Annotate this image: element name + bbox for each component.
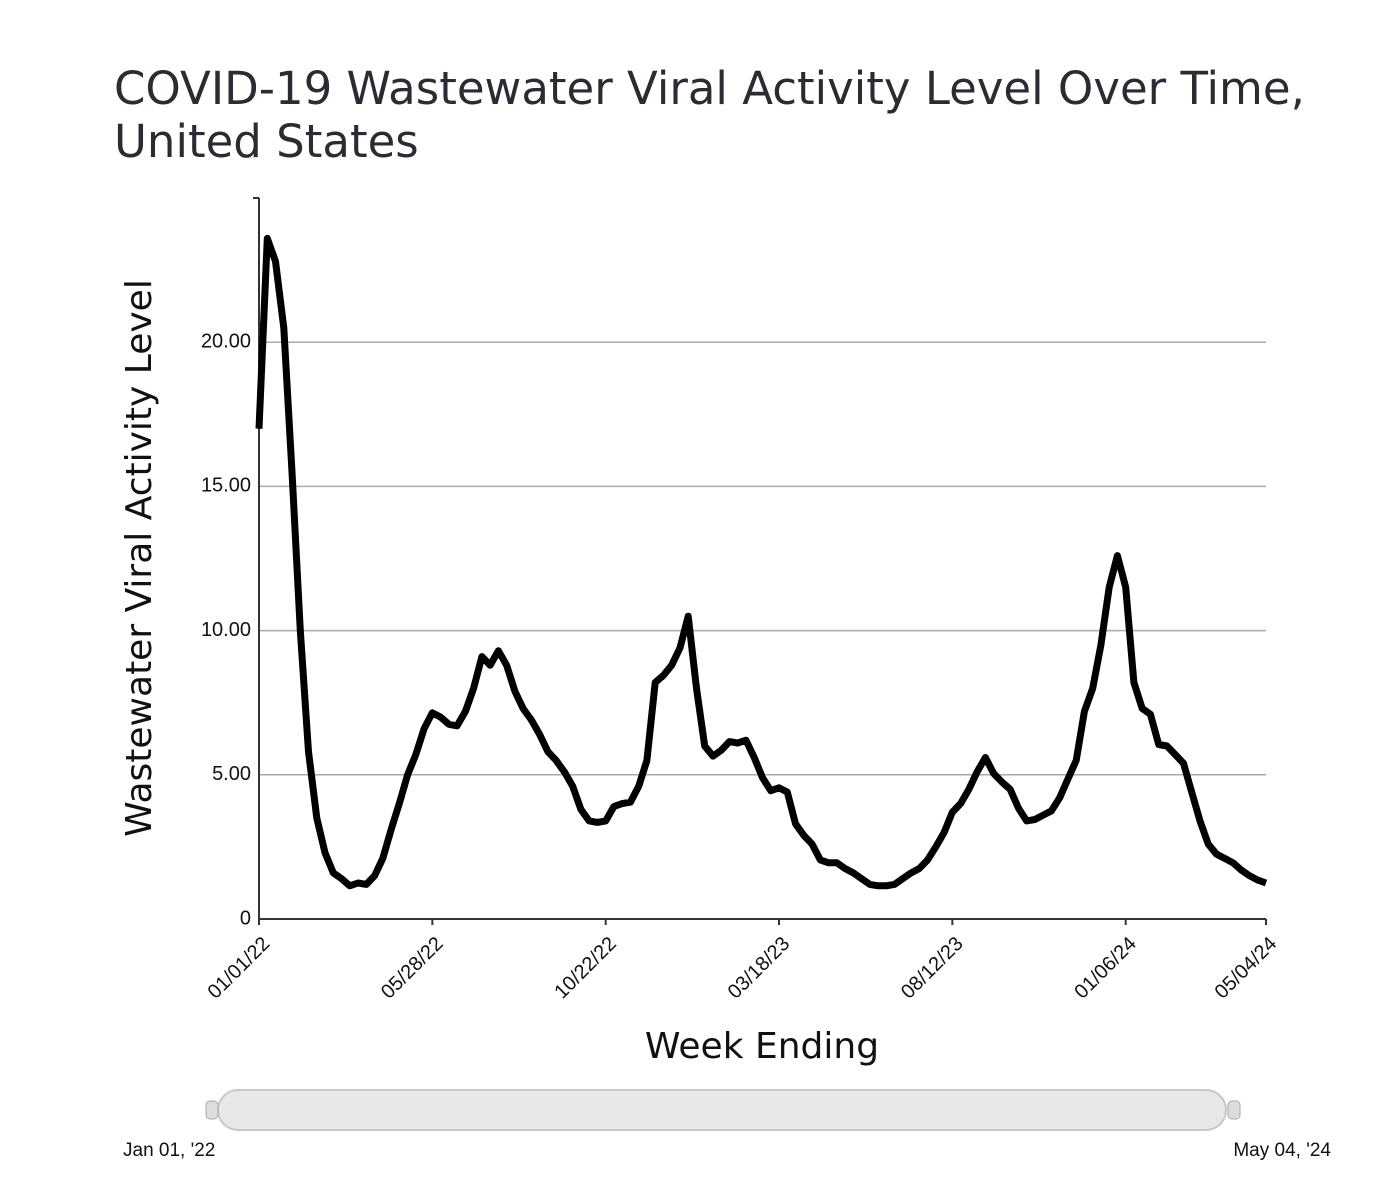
slider-start-label: Jan 01, '22 [123,1140,215,1161]
y-tick-label: 5.00 [212,763,251,785]
x-tick-label: 01/01/22 [204,933,275,1004]
y-tick-label: 15.00 [201,475,251,497]
x-tick-label: 10/22/22 [550,933,621,1004]
y-tick-label: 20.00 [201,330,251,352]
x-tick-label: 03/18/23 [724,933,795,1004]
slider-handle[interactable] [205,1100,219,1120]
range-slider[interactable] [217,1089,1227,1131]
chart-title: COVID-19 Wastewater Viral Activity Level… [114,62,1305,168]
x-tick-label: 08/12/23 [897,933,968,1004]
x-tick-label: 05/28/22 [377,933,448,1004]
x-axis-title: Week Ending [645,1026,879,1067]
series-line [255,234,1268,890]
y-axis-title: Wastewater Viral Activity Level [119,279,160,837]
x-tick-label: 01/06/24 [1070,933,1141,1004]
x-tick-label: 05/04/24 [1211,933,1282,1004]
slider-handle[interactable] [1227,1100,1241,1120]
y-tick-label: 0 [240,907,251,929]
y-tick-label: 10.00 [201,619,251,641]
slider-end-label: May 04, '24 [1233,1140,1331,1161]
